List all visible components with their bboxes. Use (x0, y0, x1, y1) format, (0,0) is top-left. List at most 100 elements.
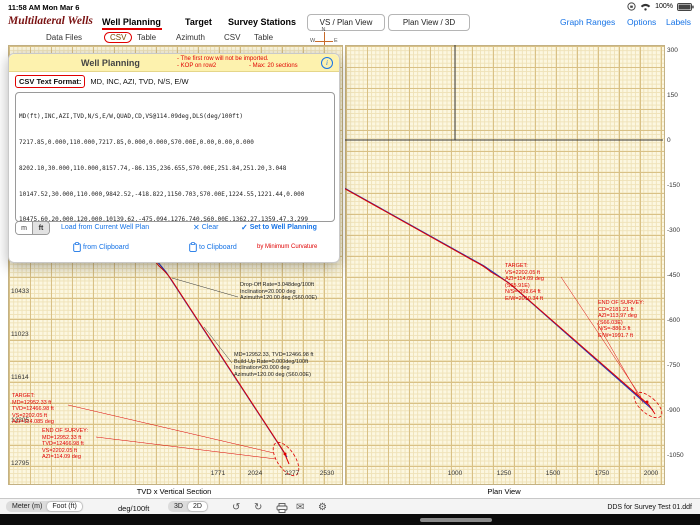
plan-view-title: Plan View (487, 487, 521, 496)
mail-icon[interactable]: ✉ (296, 501, 305, 513)
plan-end-of-survey-annotation: END OF SURVEY: CD=2181.21 ft AZI=113.97 … (598, 300, 645, 339)
submenu-csv-wellplanning[interactable]: CSV (104, 31, 133, 43)
from-clipboard-label: from Clipboard (83, 243, 129, 251)
tab-target[interactable]: Target (185, 17, 212, 27)
annotation-leader (203, 326, 233, 364)
dimension-segmented-control[interactable]: 3D 2D (168, 501, 208, 512)
plan-target-annotation: TARGET: VS=2202.05 ft AZI=114.09 deg (S6… (505, 263, 544, 302)
meter-segment[interactable]: Meter (m) (12, 503, 43, 510)
ns-tick: -150 (667, 182, 681, 189)
plan-view-3d-button[interactable]: Plan View / 3D (388, 14, 470, 31)
tab-survey-stations[interactable]: Survey Stations (228, 17, 297, 27)
info-icon[interactable]: i (321, 57, 333, 69)
tvd-tick: 12795 (11, 460, 30, 467)
unit-m-segment[interactable]: m (16, 222, 32, 234)
set-to-well-planning-label: Set to Well Planning (249, 224, 317, 231)
dialog-header[interactable]: Well Planning - The first row will not b… (9, 54, 339, 72)
submenu-table-survey[interactable]: Table (254, 33, 274, 42)
set-to-well-planning-button[interactable]: ✓ Set to Well Planning (241, 223, 317, 232)
submenu-csv-survey[interactable]: CSV (224, 33, 241, 42)
dialog-note-3: - Max: 20 sections (249, 63, 298, 69)
survey-path-line (345, 188, 656, 415)
unit-ft-segment[interactable]: ft (32, 222, 49, 234)
graph-ranges-link[interactable]: Graph Ranges (560, 17, 616, 27)
clear-button[interactable]: ✕ Clear (193, 223, 218, 232)
current-file-name: DDS for Survey Test 01.ddf (607, 504, 692, 511)
vs-tick: 2024 (247, 470, 263, 477)
csv-format-label: CSV Text Format: (15, 75, 86, 88)
undo-icon[interactable]: ↺ (232, 501, 241, 513)
eos-leader (596, 322, 644, 404)
clear-label: Clear (201, 224, 219, 231)
target-ellipse (633, 391, 663, 419)
ns-tick: 0 (667, 137, 671, 144)
ns-tick: -450 (667, 272, 681, 279)
vs-tick: 2277 (284, 470, 300, 477)
vs-plan-view-button[interactable]: VS / Plan View (307, 14, 385, 31)
compass-ns-line (324, 32, 325, 50)
home-indicator[interactable] (420, 518, 492, 522)
tab-well-planning[interactable]: Well Planning (102, 17, 161, 27)
to-clipboard-button[interactable]: to Clipboard (189, 242, 237, 252)
tvd-tick: 11614 (11, 374, 29, 381)
compass-west-label: W (310, 38, 316, 44)
rotation-lock-icon (627, 2, 636, 11)
dropoff-annotation: Drop-Off Rate=3.048deg/100ft Inclination… (240, 282, 317, 302)
submenu-table-wellplanning[interactable]: Table (137, 33, 157, 42)
tvd-tick: 10433 (11, 288, 30, 295)
options-link[interactable]: Options (627, 17, 657, 27)
tvd-tick: 12205 (11, 417, 30, 424)
ew-tick: 1250 (496, 470, 512, 477)
submenu-data-files[interactable]: Data Files (46, 33, 83, 42)
unit-segment-control[interactable]: m ft (15, 221, 50, 235)
print-icon[interactable] (276, 503, 288, 513)
dialog-note-1: - The first row will not be imported. (177, 56, 269, 62)
ew-tick: 1000 (447, 470, 463, 477)
csv-textarea[interactable]: MD(ft),INC,AZI,TVD,N/S,E/W,QUAD,CD,VS@11… (15, 92, 335, 222)
3d-segment[interactable]: 3D (174, 503, 183, 510)
csv-line: 7217.85,0.000,110.000,7217.85,0.000,0.00… (19, 138, 254, 146)
status-icons: 100% (627, 2, 694, 11)
redo-icon[interactable]: ↻ (254, 501, 263, 513)
ns-tick: -900 (667, 407, 681, 414)
bottom-toolbar: Meter (m) Foot (ft) deg/100ft 3D 2D ↺ ↻ … (0, 498, 700, 515)
buildup-annotation: MD=12952.33, TVD=12466.98 ft Build-Up Ra… (234, 352, 314, 378)
status-bar: 11:58 AM Mon Mar 6 100% (0, 0, 700, 14)
to-clipboard-label: to Clipboard (199, 243, 237, 251)
compass-east-label: E (334, 38, 338, 44)
from-clipboard-button[interactable]: from Clipboard (73, 242, 129, 252)
target-point (283, 452, 287, 456)
end-of-survey-annotation: END OF SURVEY: MD=12952.33 ft TVD=12466.… (42, 428, 89, 461)
csv-format-value: MD, INC, AZI, TVD, N/S, E/W (90, 77, 189, 86)
tvd-tick: 11023 (11, 331, 29, 338)
csv-line: 10475.60,20.000,120.000,10139.62,-475.09… (19, 216, 308, 222)
target-annotation: TARGET: MD=12952.33 ft TVD=12466.98 ft V… (12, 393, 54, 426)
clear-x-icon: ✕ (193, 223, 200, 232)
csv-line: 8202.10,30.000,110.000,8157.74,-86.135,2… (19, 164, 287, 172)
load-from-well-plan-button[interactable]: Load from Current Well Plan (61, 224, 149, 231)
eos-leader (95, 436, 277, 460)
plan-view-chart[interactable] (345, 45, 665, 485)
ew-tick: 2000 (643, 470, 659, 477)
compass-north-label: N (321, 27, 326, 33)
app-title: Multilateral Wells (8, 15, 93, 27)
csv-line: 10147.52,30.000,110.000,9842.52,-418.822… (19, 190, 305, 198)
clipboard-icon (73, 242, 81, 252)
ns-tick: -600 (667, 317, 681, 324)
settings-gear-icon[interactable]: ⚙ (318, 501, 327, 513)
target-leader (67, 404, 275, 454)
2d-segment[interactable]: 2D (187, 502, 207, 511)
ns-tick: 150 (667, 92, 678, 99)
labels-link[interactable]: Labels (666, 17, 692, 27)
unit-segmented-control[interactable]: Meter (m) Foot (ft) (6, 501, 83, 512)
bottom-bezel (0, 514, 700, 525)
battery-percent: 100% (655, 3, 673, 10)
submenu-azimuth[interactable]: Azimuth (176, 33, 205, 42)
dls-unit-label: deg/100ft (118, 504, 150, 513)
ns-tick: -300 (667, 227, 681, 234)
foot-segment[interactable]: Foot (ft) (47, 502, 82, 511)
ns-tick: -1050 (667, 452, 684, 459)
checkmark-icon: ✓ (241, 223, 248, 232)
well-planning-dialog: Well Planning - The first row will not b… (8, 53, 340, 263)
